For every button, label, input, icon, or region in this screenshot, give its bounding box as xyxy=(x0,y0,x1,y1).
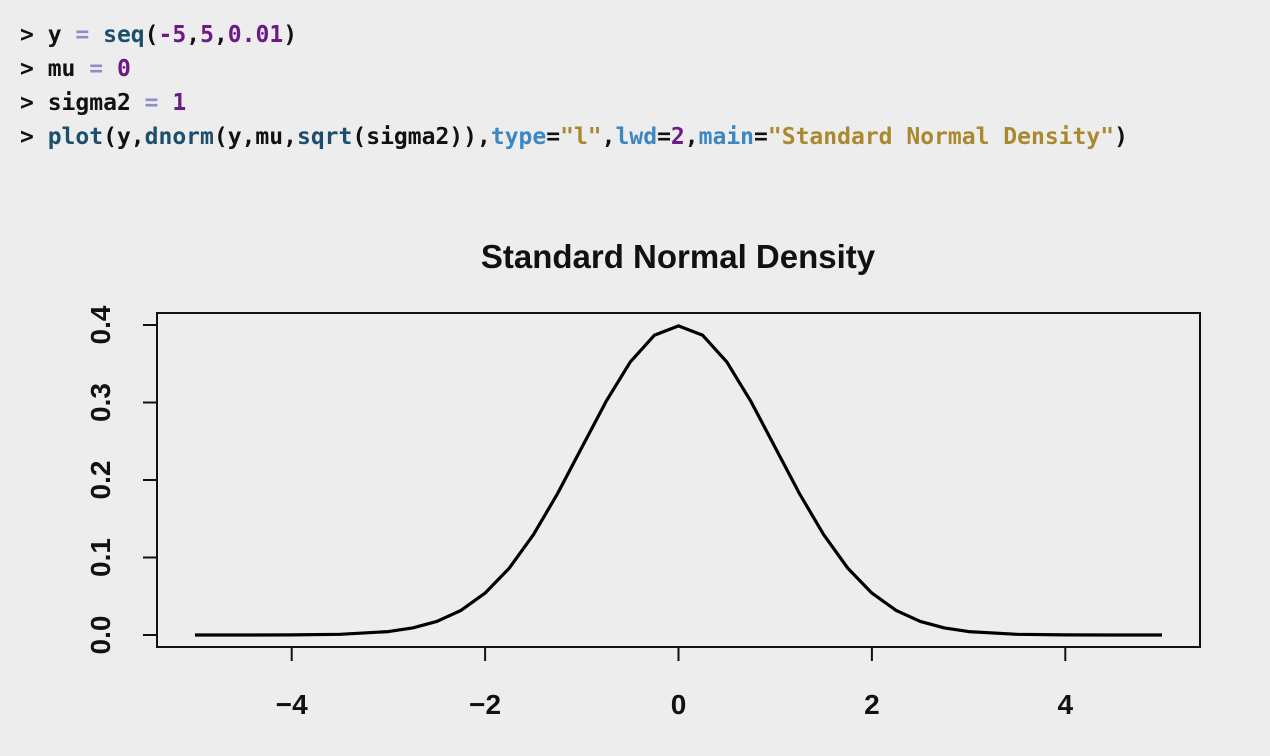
y-tick-label: 0.1 xyxy=(85,538,116,577)
code-token-punc: ) xyxy=(283,22,298,48)
x-axis: −4 −2 0 2 4 xyxy=(276,647,1074,720)
code-token-op: = xyxy=(61,22,104,48)
code-token-punc: = xyxy=(657,124,671,150)
code-token-prompt: > xyxy=(20,56,48,82)
code-token-punc: ) xyxy=(1114,124,1128,150)
code-token-punc: (y,mu, xyxy=(213,124,297,150)
code-token-arg: main xyxy=(698,124,755,150)
y-tick-label: 0.2 xyxy=(85,461,116,500)
code-token-var: y xyxy=(47,22,62,48)
code-token-op: = xyxy=(130,90,173,116)
code-token-prompt: > xyxy=(20,124,48,150)
code-token-prompt: > xyxy=(20,22,48,48)
code-token-op: = xyxy=(75,56,117,82)
code-token-arg: lwd xyxy=(615,124,658,150)
y-tick-label: 0.3 xyxy=(85,383,116,422)
code-token-var: mu xyxy=(47,56,76,82)
x-tick-label: −4 xyxy=(276,689,308,720)
plot-frame xyxy=(156,312,1201,648)
x-tick-label: 2 xyxy=(864,689,880,720)
code-token-func: dnorm xyxy=(144,124,214,150)
density-curve xyxy=(195,324,1162,637)
code-token-func: sqrt xyxy=(296,124,353,150)
console-line: > plot(y,dnorm(y,mu,sqrt(sigma2)),type="… xyxy=(20,120,1128,154)
console-line: > sigma2 = 1 xyxy=(20,86,1128,120)
code-token-num: 1 xyxy=(172,90,187,116)
x-tick-label: 4 xyxy=(1058,689,1074,720)
code-token-str: "l" xyxy=(560,124,602,150)
code-token-func: seq xyxy=(103,22,145,48)
y-axis: 0.0 0.1 0.2 0.3 0.4 xyxy=(85,305,157,654)
y-tick-label: 0.0 xyxy=(85,616,116,655)
code-token-punc: ( xyxy=(144,22,159,48)
console-line: > y = seq(-5,5,0.01) xyxy=(20,18,1128,52)
code-token-punc: , xyxy=(213,22,228,48)
code-token-num: 5 xyxy=(200,22,214,48)
code-token-num: 0.01 xyxy=(227,22,284,48)
r-console: > y = seq(-5,5,0.01) > mu = 0 > sigma2 = 1… xyxy=(20,18,1128,154)
code-token-var: sigma2 xyxy=(47,90,131,116)
code-token-num: 2 xyxy=(670,124,685,150)
code-token-punc: (sigma2)), xyxy=(352,124,491,150)
code-token-str: "Standard Normal Density" xyxy=(767,124,1115,150)
code-token-punc: (y, xyxy=(103,124,145,150)
code-token-num: 0 xyxy=(116,56,131,82)
code-token-arg: type xyxy=(490,124,547,150)
x-tick-label: −2 xyxy=(469,689,501,720)
code-token-punc: , xyxy=(684,124,699,150)
code-token-punc: = xyxy=(754,124,768,150)
x-tick-label: 0 xyxy=(671,689,687,720)
code-token-punc: = xyxy=(546,124,561,150)
code-token-num: -5 xyxy=(158,22,187,48)
console-line: > mu = 0 xyxy=(20,52,1128,86)
code-token-punc: , xyxy=(601,124,616,150)
code-token-func: plot xyxy=(47,124,104,150)
y-tick-label: 0.4 xyxy=(85,305,116,344)
code-token-prompt: > xyxy=(20,90,48,116)
code-token-punc: , xyxy=(186,22,201,48)
chart-title: Standard Normal Density xyxy=(481,238,876,275)
